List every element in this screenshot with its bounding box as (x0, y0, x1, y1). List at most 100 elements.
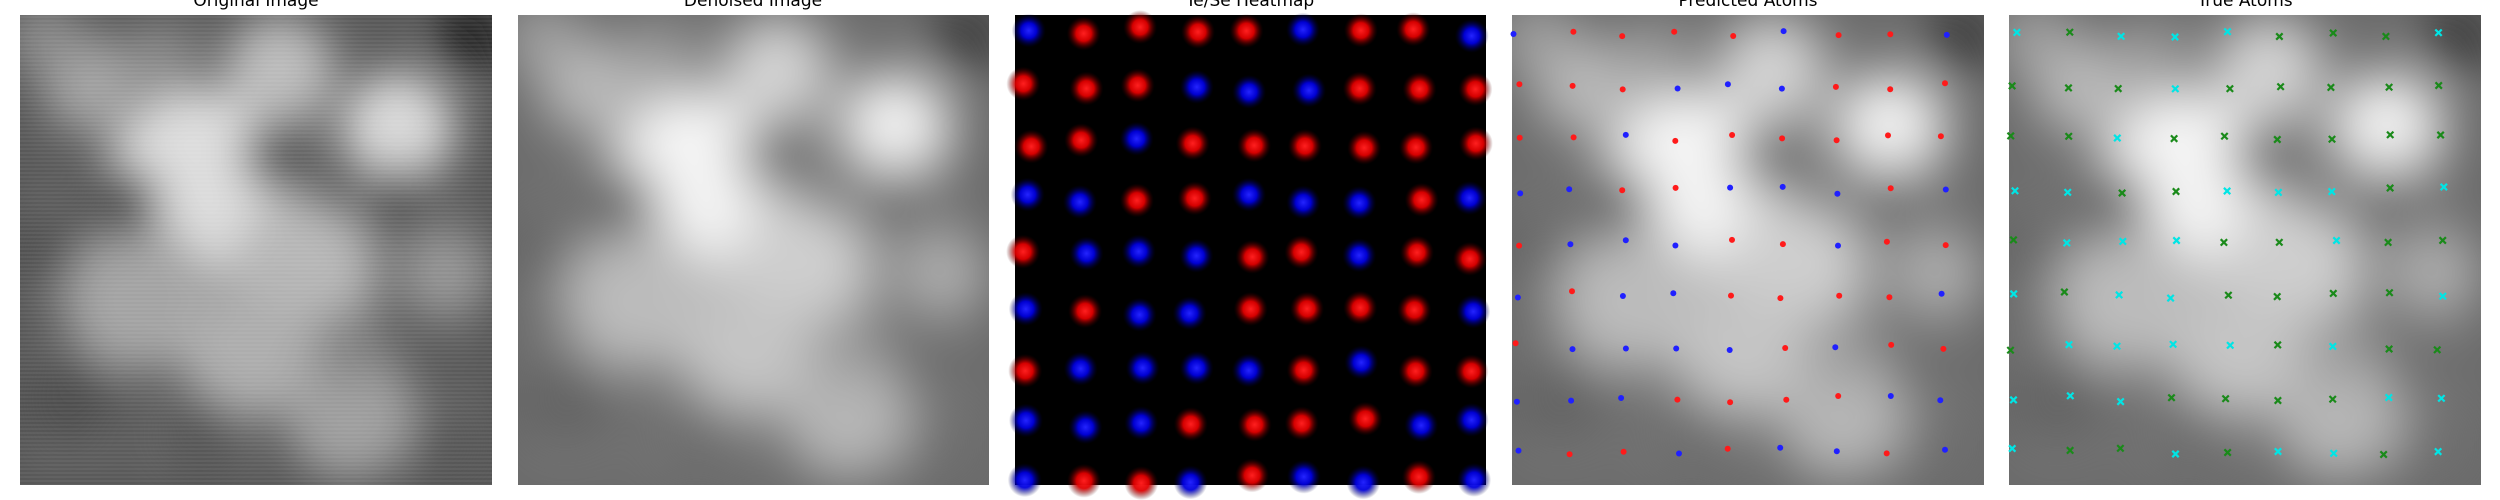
panel-heatmap: Te/Se Heatmap (1006, 0, 1493, 500)
heatmap-spot-te (1066, 16, 1101, 51)
predicted-atom-te (1516, 242, 1523, 249)
panel-title-denoised: Denoised Image (684, 0, 822, 11)
true-atom-a (2434, 28, 2443, 37)
predicted-atom-se (1567, 241, 1574, 248)
heatmap-spot-te (1290, 291, 1324, 326)
heatmap-spot-se (1286, 185, 1321, 220)
true-atom-b (2118, 189, 2127, 197)
predicted-atom-te (1728, 292, 1734, 299)
predicted-atom-te (1620, 448, 1627, 455)
predicted-atom-se (1622, 345, 1629, 352)
predicted-atom-te (1619, 33, 1626, 40)
heatmap-spot-te (1229, 13, 1264, 48)
panel-original: Original Image (20, 0, 492, 485)
true-atom-b (2167, 393, 2176, 402)
heatmap-spot-se (1452, 181, 1487, 215)
true-atom-b (2064, 132, 2073, 141)
heatmap-spot-se (1286, 12, 1320, 47)
predicted-atom-te (1730, 33, 1737, 39)
predicted-atom-te (1835, 393, 1842, 399)
predicted-atom-te (1832, 83, 1839, 90)
predicted-atom-te (1672, 184, 1679, 191)
predicted-atom-se (1513, 398, 1520, 405)
true-atom-b (2065, 28, 2074, 37)
heatmap-spot-te (1284, 235, 1319, 270)
predicted-atom-te (1887, 86, 1894, 93)
true-atom-a (2438, 292, 2447, 301)
predicted-atom-se (1833, 448, 1840, 455)
true-atom-b (2273, 292, 2282, 301)
predicted-atom-te (1937, 133, 1944, 140)
panel-predicted: Predicted Atoms (1510, 0, 1984, 485)
true-atom-b (2006, 131, 2015, 140)
predicted-atom-te (1783, 396, 1790, 403)
heatmap-spot-te (1068, 294, 1103, 329)
true-atom-a (2066, 391, 2075, 400)
predicted-atom-se (1568, 397, 1575, 404)
true-atom-b (2008, 81, 2017, 90)
predicted-atom-se (1514, 294, 1521, 301)
predicted-atom-te (1779, 241, 1786, 248)
predicted-atom-te (1836, 292, 1843, 299)
predicted-atom-te (1516, 81, 1523, 88)
predicted-atom-te (1729, 132, 1736, 138)
true-atom-a (2118, 237, 2127, 246)
predicted-atom-se (1778, 85, 1785, 92)
predicted-atom-te (1887, 185, 1894, 192)
true-atom-b (2273, 396, 2282, 405)
heatmap-spot-te (1343, 290, 1378, 325)
heatmap-spot-te (1284, 406, 1319, 441)
panel-denoised: Denoised Image (518, 0, 989, 485)
heatmap-spot-te (1120, 68, 1155, 103)
predicted-atom-te (1727, 399, 1734, 406)
predicted-atom-se (1835, 242, 1841, 249)
predicted-atom-te (1674, 396, 1681, 403)
heatmap-spot-se (1122, 297, 1157, 332)
true-atom-b (2386, 130, 2395, 139)
true-atom-b (2276, 82, 2285, 91)
true-atom-b (2329, 29, 2338, 37)
predicted-atom-te (1619, 86, 1626, 93)
heatmap-spot-te (1400, 235, 1434, 270)
heatmap-spot-te (1397, 292, 1432, 327)
predicted-atom-te (1942, 80, 1948, 87)
heatmap-spot-se (1172, 296, 1207, 331)
true-atom-b (2170, 134, 2179, 143)
heatmap-spot-se (1009, 403, 1043, 438)
true-atom-b (2219, 238, 2228, 247)
heatmap-spot-se (1008, 292, 1043, 326)
heatmap-spot-te (1008, 353, 1043, 388)
true-atom-a (2009, 395, 2018, 404)
heatmap-spot-se (1454, 18, 1489, 53)
true-atom-b (2009, 235, 2018, 244)
predicted-atom-se (1942, 186, 1949, 193)
predicted-atom-te (1942, 242, 1949, 249)
heatmap-spot-te (1014, 129, 1049, 164)
true-atom-b (2060, 288, 2069, 296)
predicted-atom-te (1833, 137, 1840, 144)
true-atom-a (2009, 289, 2018, 298)
true-atom-a (2434, 447, 2443, 456)
predicted-atom-te (1887, 31, 1894, 38)
heatmap-spot-se (1063, 351, 1098, 386)
heatmap-spot-se (1454, 402, 1489, 437)
predicted-atom-se (1724, 81, 1731, 88)
heatmap-spot-se (1179, 70, 1214, 104)
panel-title-predicted: Predicted Atoms (1678, 0, 1817, 11)
true-atom-a (2439, 183, 2448, 191)
predicted-atom-se (1673, 345, 1680, 352)
true-atom-a (2332, 236, 2341, 245)
heatmap-spot-se (1232, 177, 1266, 212)
heatmap-spot-se (1342, 238, 1377, 273)
heatmap-spot-se (1292, 73, 1326, 108)
true-atom-b (2116, 444, 2125, 453)
predicted-atom-se (1942, 446, 1948, 453)
predicted-atom-te (1569, 288, 1575, 295)
true-atom-a (2012, 28, 2021, 37)
heatmap-spot-te (1177, 181, 1212, 216)
heatmap-spot-te (1006, 66, 1041, 101)
predicted-atom-te (1512, 340, 1519, 347)
true-atom-b (2064, 83, 2073, 92)
predicted-atom-te (1566, 451, 1573, 458)
heatmap-spot-se (1232, 74, 1267, 109)
